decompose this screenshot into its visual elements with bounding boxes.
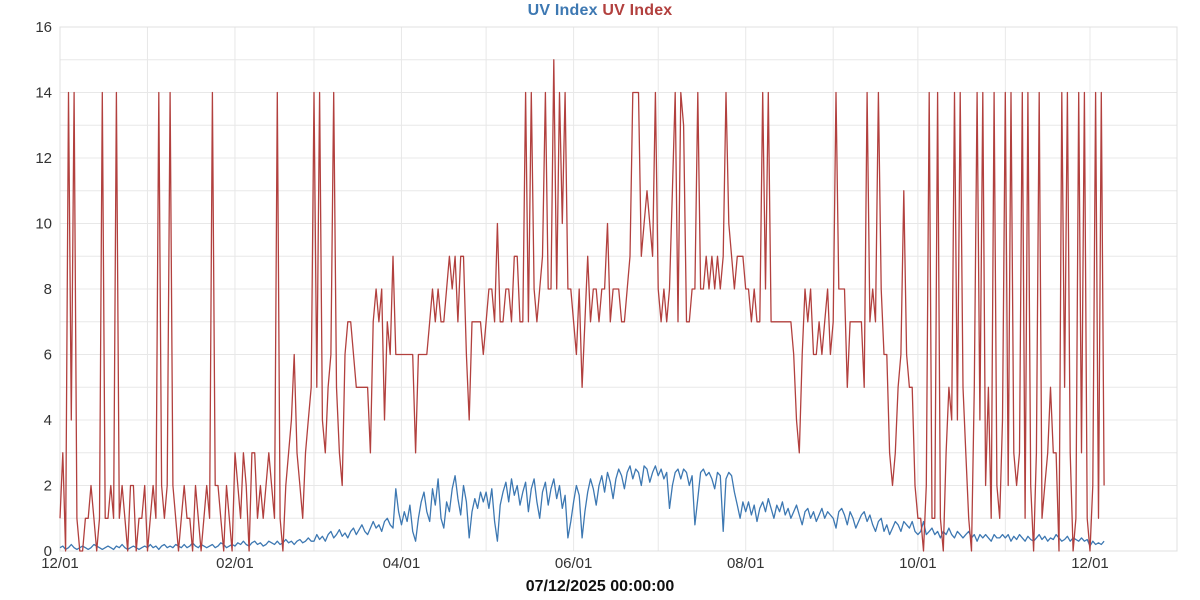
legend-item-uv-index-blue[interactable]: UV Index (527, 2, 598, 19)
y-axis-tick-label: 0 (44, 543, 52, 560)
x-axis-title: 07/12/2025 00:00:00 (525, 578, 675, 595)
y-axis-tick-label: 4 (44, 412, 52, 429)
plot-border (59, 26, 1178, 552)
x-axis-tick-label: 12/01 (1071, 555, 1109, 572)
x-axis-tick-label: 08/01 (727, 555, 765, 572)
x-axis-tick-label: 06/01 (555, 555, 593, 572)
y-axis-tick-label: 16 (35, 19, 52, 36)
x-axis-tick-label: 04/01 (383, 555, 421, 572)
x-axis-tick-label: 02/01 (216, 555, 254, 572)
chart-legend: UV Index UV Index (0, 2, 1200, 20)
y-axis-tick-label: 10 (35, 216, 52, 233)
y-axis-tick-label: 6 (44, 347, 52, 364)
y-axis-tick-label: 8 (44, 281, 52, 298)
x-axis-tick-label: 12/01 (41, 555, 79, 572)
y-axis-tick-label: 14 (35, 85, 52, 102)
legend-item-uv-index-red[interactable]: UV Index (602, 2, 673, 19)
uv-index-series-blue (59, 465, 1105, 551)
x-axis-tick-label: 10/01 (899, 555, 937, 572)
y-axis-tick-label: 2 (44, 478, 52, 495)
uv-index-series-red (59, 59, 1105, 552)
y-axis-tick-label: 12 (35, 150, 52, 167)
